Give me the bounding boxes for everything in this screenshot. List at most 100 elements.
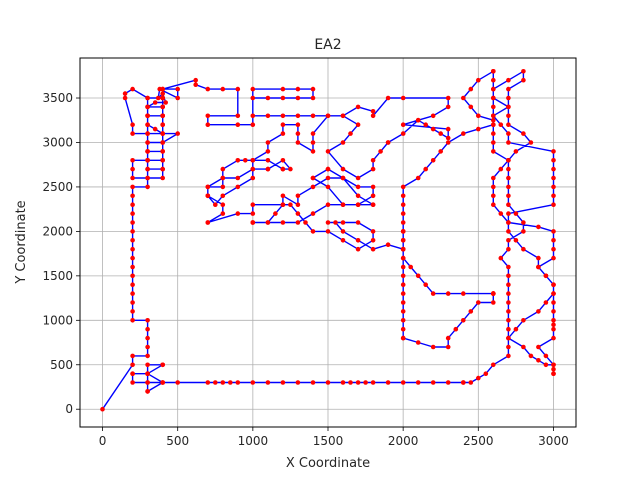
chart-title: EA2	[314, 37, 341, 53]
city-point	[498, 255, 504, 261]
city-point	[280, 193, 286, 199]
city-point	[250, 113, 256, 119]
city-point	[415, 380, 421, 385]
city-point	[295, 193, 301, 199]
city-point	[280, 158, 286, 163]
city-point	[445, 104, 451, 110]
city-point	[130, 362, 135, 368]
city-point	[355, 193, 361, 199]
city-point	[506, 95, 511, 101]
city-point	[370, 238, 376, 243]
city-point	[513, 211, 519, 216]
city-point	[310, 131, 316, 136]
city-point	[536, 224, 541, 230]
city-point	[506, 300, 511, 305]
city-point	[145, 122, 150, 127]
city-point	[310, 149, 316, 154]
city-point	[295, 380, 301, 385]
city-point	[528, 353, 534, 359]
city-point	[506, 140, 511, 145]
city-point	[130, 309, 135, 314]
city-point	[145, 158, 150, 163]
city-point	[130, 122, 135, 127]
city-point	[551, 362, 556, 368]
city-point	[400, 238, 406, 243]
city-point	[295, 220, 301, 225]
city-point	[506, 344, 511, 350]
city-point	[430, 126, 436, 132]
city-point	[445, 380, 451, 385]
city-point	[491, 86, 496, 92]
city-point	[491, 193, 496, 199]
city-point	[265, 158, 271, 163]
city-point	[445, 95, 451, 101]
city-point	[453, 326, 459, 332]
city-point	[415, 117, 421, 123]
city-point	[423, 166, 429, 172]
city-point	[130, 273, 135, 279]
city-point	[400, 318, 406, 323]
city-point	[363, 380, 368, 385]
city-point	[506, 77, 511, 83]
city-point	[400, 202, 406, 207]
city-point	[265, 113, 271, 119]
y-tick-label: 3500	[42, 91, 73, 105]
city-point	[400, 255, 406, 261]
city-point	[385, 242, 391, 247]
city-point	[220, 86, 226, 92]
y-tick-label: 2000	[42, 224, 73, 238]
city-point	[295, 202, 301, 207]
city-point	[476, 300, 481, 305]
city-point	[235, 113, 241, 119]
city-point	[145, 166, 150, 172]
city-point	[400, 380, 406, 385]
city-point	[536, 255, 541, 261]
city-point	[400, 193, 406, 199]
city-point	[205, 86, 211, 92]
city-point	[400, 131, 406, 136]
city-point	[348, 380, 353, 385]
city-point	[551, 229, 556, 234]
city-point	[175, 95, 180, 101]
city-point	[280, 202, 286, 207]
city-point	[491, 95, 496, 101]
city-point	[348, 131, 353, 136]
city-point	[235, 86, 241, 92]
city-point	[491, 113, 496, 119]
city-point	[213, 202, 218, 207]
city-point	[400, 229, 406, 234]
x-tick-label: 2000	[388, 434, 419, 448]
city-point	[370, 229, 376, 234]
city-point	[130, 353, 135, 359]
city-point	[400, 291, 406, 296]
city-point	[325, 166, 331, 172]
city-point	[145, 184, 150, 190]
city-point	[310, 113, 316, 119]
city-point	[400, 309, 406, 314]
city-point	[250, 158, 256, 163]
city-point	[220, 211, 226, 216]
city-point	[551, 366, 556, 372]
city-point	[438, 149, 444, 154]
city-point	[355, 184, 361, 190]
city-point	[340, 140, 346, 145]
x-tick-label: 1500	[313, 434, 344, 448]
city-point	[145, 113, 150, 119]
city-point	[543, 353, 549, 359]
y-tick-label: 500	[50, 358, 73, 372]
city-point	[551, 166, 556, 172]
city-point	[235, 211, 241, 216]
city-point	[145, 149, 150, 154]
city-point	[483, 371, 489, 377]
city-point	[355, 380, 361, 385]
city-point	[506, 335, 511, 341]
city-point	[498, 166, 504, 172]
city-point	[288, 166, 293, 172]
city-point	[476, 77, 481, 83]
city-point	[506, 104, 511, 110]
city-point	[130, 184, 135, 190]
city-point	[325, 113, 331, 119]
city-point	[400, 211, 406, 216]
